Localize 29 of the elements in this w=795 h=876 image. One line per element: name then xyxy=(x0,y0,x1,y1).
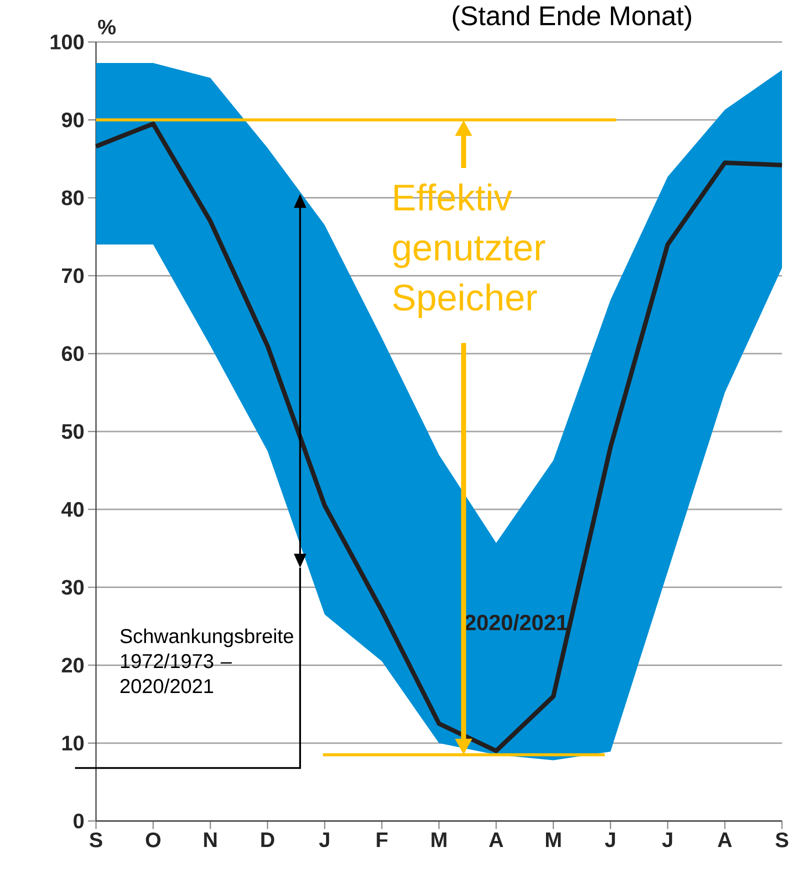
x-tick-label: M xyxy=(546,832,561,847)
x-tick-label: S xyxy=(776,832,788,848)
series-label: 2020/2021 xyxy=(464,614,568,631)
annotation: Schwankungsbreite 1972/1973 – 2020/2021 xyxy=(120,628,294,694)
chart-title: (Stand Ende Monat) xyxy=(452,6,692,31)
x-tick-label: O xyxy=(146,832,160,848)
y-tick-label: 0 xyxy=(74,814,84,828)
y-axis-title: % xyxy=(98,20,116,34)
y-tick-label: 40 xyxy=(61,502,84,517)
x-tick-label: J xyxy=(604,832,615,848)
y-tick-label: 90 xyxy=(62,112,84,128)
y-tick-label: 50 xyxy=(62,424,84,439)
y-tick-label: 60 xyxy=(62,346,84,362)
y-tick-label: 80 xyxy=(62,190,84,206)
x-tick-label: F xyxy=(376,832,388,847)
x-tick-label: J xyxy=(662,832,672,848)
y-tick-label: 10 xyxy=(62,736,84,751)
x-tick-label: A xyxy=(489,832,504,847)
y-tick-label: 70 xyxy=(62,268,84,284)
y-tick-label: 20 xyxy=(62,658,84,673)
x-tick-label: A xyxy=(718,832,732,847)
x-tick-label: D xyxy=(261,832,274,847)
x-tick-label: S xyxy=(90,832,102,848)
y-tick-label: 100 xyxy=(50,34,84,50)
x-tick-label: M xyxy=(432,832,446,847)
y-tick-label: 30 xyxy=(62,580,84,595)
annotation: Effektiv genutzter Speicher xyxy=(393,184,546,318)
x-tick-label: N xyxy=(204,832,216,847)
x-tick-label: J xyxy=(319,832,330,848)
